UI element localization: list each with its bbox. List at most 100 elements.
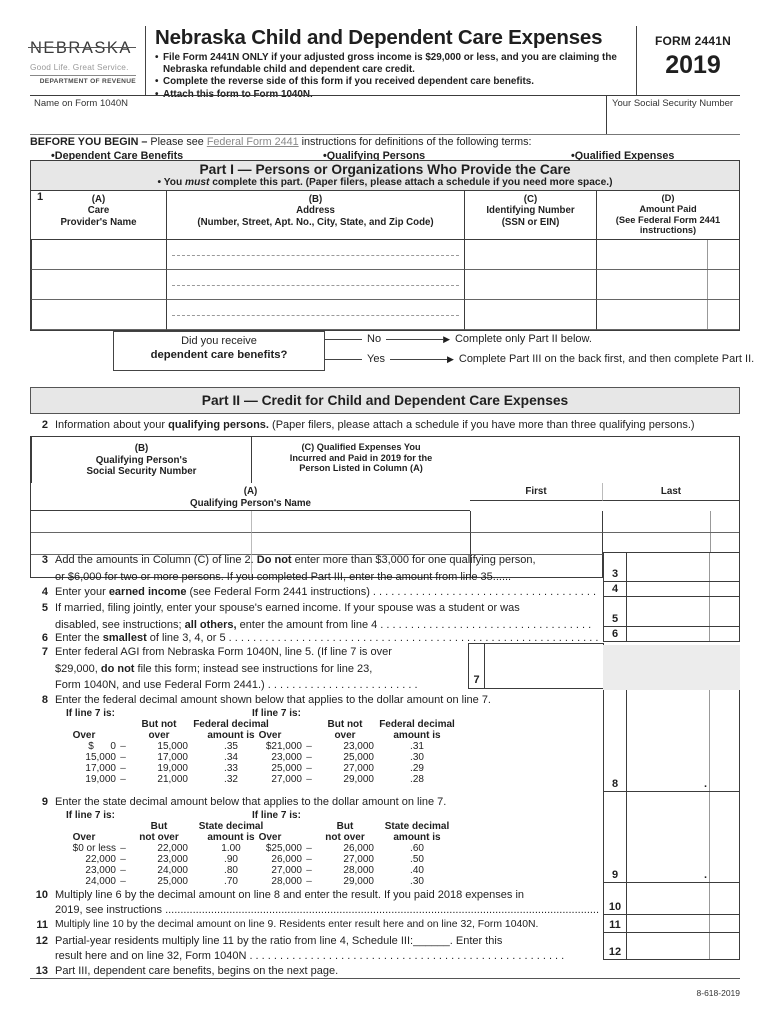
decimal-table-cell	[116, 832, 130, 843]
line1-number: 1	[37, 191, 44, 203]
provider-address-cell[interactable]	[166, 270, 464, 300]
decimal-table-cell: –	[306, 876, 312, 887]
provider-amount-cell[interactable]	[596, 240, 739, 270]
line5-amount-field[interactable]	[627, 597, 739, 626]
provider-name-cell[interactable]	[31, 270, 166, 300]
part2-title: Part II — Credit for Child and Dependent…	[201, 393, 569, 408]
cents-divider	[709, 597, 710, 626]
line5-text-2: disabled, see instructions; all others, …	[55, 619, 592, 631]
name-field[interactable]: Name on Form 1040N	[30, 96, 606, 134]
decimal-table-cell: State decimal	[384, 821, 450, 832]
decimal-table-cell: Federal decimal	[379, 719, 455, 730]
before-post: instructions for definitions of the foll…	[298, 136, 532, 148]
before-you-begin: BEFORE YOU BEGIN – Please see Federal Fo…	[30, 136, 740, 164]
address-split-line	[172, 314, 459, 316]
line3-text-2: or $6,000 for two or more persons. If yo…	[55, 571, 512, 583]
decimal-table-cell	[302, 730, 316, 741]
line4-box-number: 4	[604, 582, 627, 596]
state-table-rows: $0 or less –22,000 1.00 22,000–23,000.90 23,…	[52, 843, 274, 887]
line7-amount-field[interactable]	[485, 644, 603, 688]
decimal-table-cell: –	[120, 865, 126, 876]
benefits-no-row: No ▶ Complete only Part II below.	[325, 331, 754, 347]
provider-name-cell[interactable]	[31, 300, 166, 330]
provider-id-cell[interactable]	[464, 300, 596, 330]
bullet-icon: •	[155, 76, 159, 88]
qp-last-cell[interactable]	[251, 555, 470, 577]
provider-amount-cell[interactable]	[596, 300, 739, 330]
line12-box-number: 12	[604, 933, 627, 959]
decimal-table-cell	[52, 719, 116, 730]
qp-ssn-cell[interactable]	[470, 555, 602, 577]
benefits-question-box: Did you receive dependent care benefits?	[113, 331, 325, 371]
line11-amount-field[interactable]	[627, 915, 739, 932]
decimal-table-row: 23,000– 25,000 .30	[238, 752, 460, 763]
decimal-table-cell: 24,000	[85, 876, 116, 887]
decimal-table-cell: amount is	[207, 832, 255, 843]
decimal-table-cell: –	[120, 752, 126, 763]
decimal-table-cell: 29,000	[343, 876, 374, 887]
line7-shaded-area	[603, 645, 740, 690]
line7-box-number: 7	[469, 644, 485, 688]
qp-ssn-cell[interactable]	[470, 511, 602, 533]
part1-subtitle-pre: • You	[157, 177, 186, 188]
part1-title: Part I — Persons or Organizations Who Pr…	[199, 162, 571, 177]
line9-text: Enter the state decimal amount below tha…	[55, 796, 447, 808]
line8-amount-box: 8 .	[603, 690, 740, 792]
qp-first-cell[interactable]	[31, 511, 251, 533]
provider-amount-cell[interactable]	[596, 270, 739, 300]
line3-amount-field[interactable]	[627, 553, 739, 581]
col-d-label: (See Federal Form 2441	[615, 214, 721, 225]
part1-col-b-header: (B) Address (Number, Street, Apt. No., C…	[166, 191, 464, 240]
provider-id-cell[interactable]	[464, 270, 596, 300]
col-a-label: Care	[87, 205, 110, 217]
connector-line	[325, 338, 362, 340]
line6-number: 6	[41, 632, 48, 644]
line11-amount-box: 11	[603, 915, 740, 933]
provider-address-cell[interactable]	[166, 300, 464, 330]
line4-amount-field[interactable]	[627, 582, 739, 596]
line5-number: 5	[41, 602, 48, 614]
decimal-table-cell: –	[120, 763, 126, 774]
state-table-rows: $25,000–26,000.60 26,000–27,000.50 27,000–…	[238, 843, 460, 887]
if-line7-label: If line 7 is:	[252, 708, 301, 719]
decimal-table-row: But State decimal	[52, 821, 274, 832]
line9-decimal-field[interactable]: .	[627, 792, 739, 882]
qp-first-cell[interactable]	[31, 533, 251, 555]
decimal-table-cell: 27,000	[271, 865, 302, 876]
qp-expenses-cell[interactable]	[602, 511, 739, 533]
line6-text: Enter the smallest of line 3, 4, or 5 . …	[55, 632, 600, 644]
qp-last-cell[interactable]	[251, 533, 470, 555]
benefits-question-answers: No ▶ Complete only Part II below. Yes ▶ …	[325, 331, 754, 371]
decimal-table-cell: .29	[410, 763, 424, 774]
part1-col-a-header: 1 (A) Care Provider's Name	[31, 191, 166, 240]
if-line7-label: If line 7 is:	[66, 708, 115, 719]
line4-text: Enter your earned income (see Federal Fo…	[55, 586, 600, 598]
line6-amount-field[interactable]	[627, 627, 739, 641]
decimal-point: .	[703, 778, 707, 790]
ssn-field[interactable]: Your Social Security Number	[606, 96, 740, 134]
if-line7-label: If line 7 is:	[66, 810, 115, 821]
line12-amount-field[interactable]	[627, 933, 739, 959]
line10-amount-field[interactable]	[627, 883, 739, 914]
line7-text-3: Form 1040N, and use Federal Form 2441.) …	[55, 679, 418, 691]
decimal-table-cell: –	[306, 854, 312, 865]
before-you-begin-line: BEFORE YOU BEGIN – Please see Federal Fo…	[30, 136, 740, 148]
line11-number: 11	[36, 919, 48, 931]
federal-form-2441-link[interactable]: Federal Form 2441	[206, 136, 299, 148]
decimal-table-row: 23,000– 24,000 .80	[52, 865, 274, 876]
col-b-label: Qualifying Person's	[95, 454, 188, 466]
line9-box-number: 9	[604, 792, 627, 882]
provider-name-cell[interactable]	[31, 240, 166, 270]
decimal-table-cell: 24,000	[157, 865, 188, 876]
decimal-table-cell: –	[120, 843, 126, 854]
decimal-table-cell: 25,000	[343, 752, 374, 763]
line7-text-1: Enter federal AGI from Nebraska Form 104…	[55, 646, 392, 658]
line8-decimal-field[interactable]: .	[627, 690, 739, 791]
decimal-table-row: 15,000– 17,000 .34	[52, 752, 274, 763]
qp-last-cell[interactable]	[251, 511, 470, 533]
provider-id-cell[interactable]	[464, 240, 596, 270]
provider-address-cell[interactable]	[166, 240, 464, 270]
decimal-table-cell: 28,000	[271, 876, 302, 887]
decimal-table-cell: .32	[224, 774, 238, 785]
qp-ssn-cell[interactable]	[470, 533, 602, 555]
